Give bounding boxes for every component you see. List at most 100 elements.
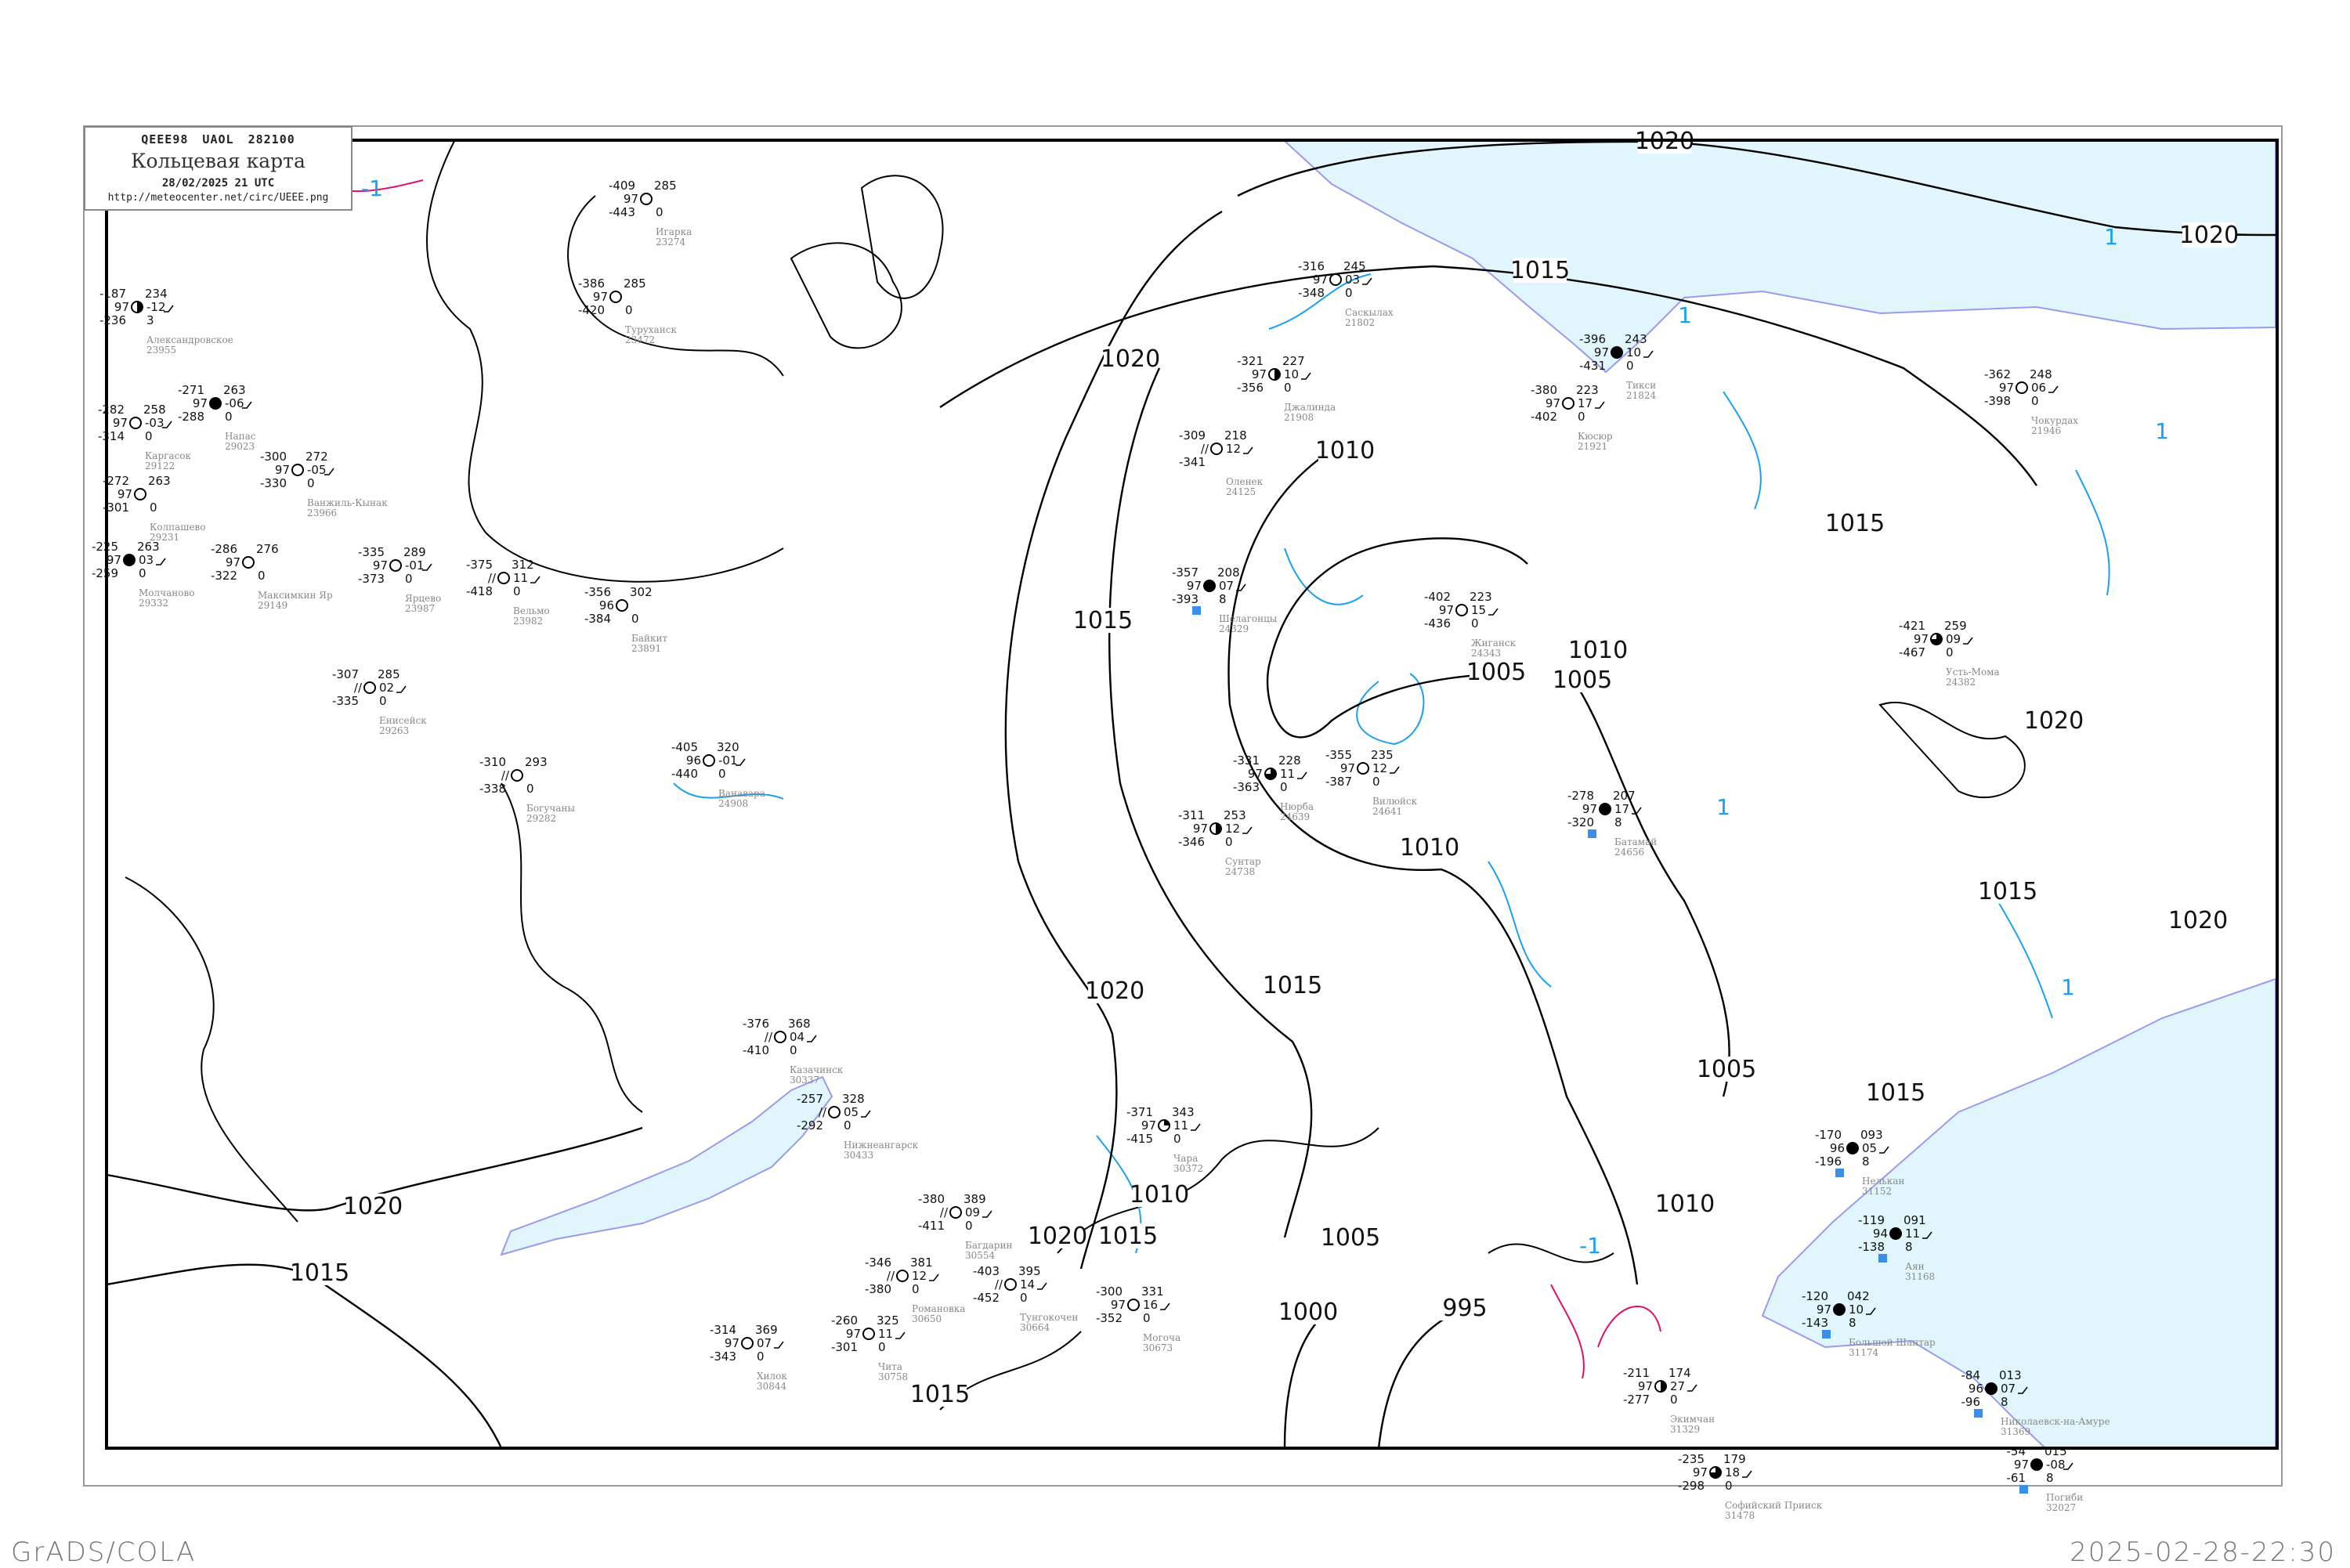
visibility: 97 <box>113 416 128 430</box>
station-index: 29122 <box>145 461 175 471</box>
pressure: 331 <box>1141 1284 1164 1299</box>
weather-code: 0 <box>656 205 663 219</box>
isobar-label-bg <box>1556 667 1609 692</box>
station-name: Вельмо <box>513 605 550 616</box>
tendency-icon <box>1362 277 1372 285</box>
cloud-cover-icon <box>363 681 376 694</box>
pressure-tendency: 05 <box>1862 1141 1877 1155</box>
tendency-icon <box>1488 608 1499 616</box>
station-index: 23274 <box>656 237 686 247</box>
air-temperature: -170 <box>1815 1128 1842 1142</box>
dew-point: -373 <box>358 572 385 586</box>
station-name: Игарка <box>656 226 692 237</box>
dew-point: -431 <box>1579 359 1606 373</box>
pressure-tendency: -08 <box>2046 1458 2066 1472</box>
cloud-cover-icon <box>949 1206 962 1219</box>
isotherm-label: 1 <box>1716 794 1730 820</box>
station-name: Жиганск <box>1471 638 1517 649</box>
air-temperature: -331 <box>1233 753 1260 768</box>
dew-point: -143 <box>1802 1316 1828 1330</box>
station-index: 32027 <box>2046 1502 2076 1513</box>
isobar-label: 1015 <box>1098 1223 1158 1250</box>
source-url[interactable]: http://meteocenter.net/circ/UEEE.png <box>107 192 329 204</box>
station-name: Хилок <box>757 1371 787 1382</box>
isobar-label: 1010 <box>1400 834 1459 862</box>
station-name: Могоча <box>1143 1332 1180 1343</box>
station-name: Чара <box>1173 1153 1198 1164</box>
dew-point: -277 <box>1623 1393 1650 1407</box>
cloud-cover-icon <box>134 488 146 500</box>
cloud-cover-icon <box>389 559 402 572</box>
pressure-tendency: 07 <box>2001 1382 2016 1396</box>
visibility: // <box>765 1030 773 1044</box>
isobar-label: 1010 <box>1568 637 1628 664</box>
isobar-label-bg <box>2027 708 2081 733</box>
air-temperature: -409 <box>609 179 635 193</box>
isobar-labels: 1020102010201020102010201020102010151015… <box>290 128 2239 1408</box>
isobar-label-bg <box>1700 1057 1753 1082</box>
isobar-1020-north <box>1237 140 2276 237</box>
tendency-icon <box>1879 1146 1889 1154</box>
station-index: 30664 <box>1020 1322 1050 1333</box>
tendency-icon <box>1643 350 1654 358</box>
pressure: 289 <box>403 545 426 559</box>
pressure: 223 <box>1576 383 1599 397</box>
snow-cover-icon <box>1974 1409 1983 1418</box>
station-name: Ванавара <box>718 788 765 799</box>
pressure-tendency: -06 <box>225 396 244 410</box>
visibility: 97 <box>1193 822 1208 836</box>
pressure-tendency: 02 <box>379 681 394 695</box>
isobar-label-bg <box>2182 222 2236 247</box>
pressure: 381 <box>910 1255 933 1270</box>
isobar-label: 1005 <box>1697 1056 1756 1083</box>
pressure-tendency: 04 <box>790 1030 804 1044</box>
station-index: 30554 <box>965 1250 996 1261</box>
isobar-label-bg <box>1133 1182 1186 1207</box>
cloud-cover-icon <box>1455 604 1468 616</box>
visibility: 97 <box>1693 1465 1708 1479</box>
